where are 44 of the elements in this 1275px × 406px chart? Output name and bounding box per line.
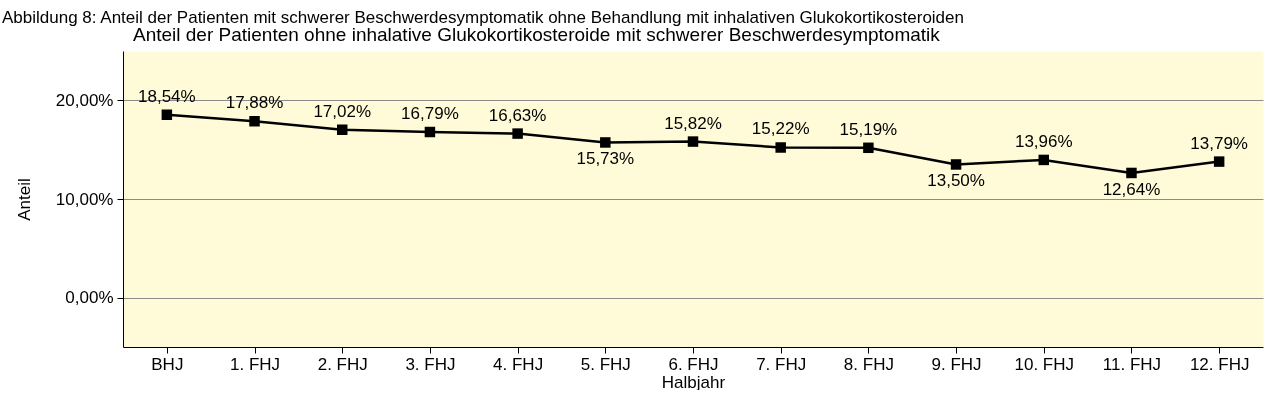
point [950,159,962,170]
x-tick-label: 10. FHJ [1014,354,1075,374]
x-tick-label: 7. FHJ [756,354,807,374]
data-label: 18,54% [138,86,196,106]
point [1213,156,1225,167]
point [161,109,173,120]
data-label: 17,02% [313,101,372,121]
x-tick-label: 4. FHJ [493,354,544,374]
data-label: 15,19% [839,119,898,139]
point [512,128,523,139]
x-tick-label: 5. FHJ [580,354,631,374]
data-label: 13,96% [1014,131,1073,151]
y-tick-label: 10,00% [55,189,114,209]
data-label: 15,73% [576,149,635,169]
point [687,136,699,147]
data-label: 16,63% [488,105,547,125]
data-label: 17,88% [225,93,284,113]
point [863,142,874,154]
data-label: 15,82% [664,113,722,133]
x-tick-label: 2. FHJ [317,354,368,374]
x-tick-label: BHJ [151,354,184,374]
point [424,126,436,138]
data-label: 13,79% [1190,133,1248,153]
point [775,142,786,153]
point [600,137,611,148]
text: Abbildung 8: Anteil der Patienten mit schwerer Beschwerdesymptomatik ohne Behandlung mit inhalativen Glukokortikosteroiden [2,7,964,27]
x-tick-label: 12. FHJ [1189,354,1250,374]
point [336,124,348,135]
y-tick-label: 0,00% [65,288,114,308]
point [1126,167,1137,179]
data-label: 15,22% [751,119,810,139]
x-tick-label: 11. FHJ [1102,354,1162,374]
y-tick-label: 20,00% [55,90,114,110]
x-tick-label: 1. FHJ [230,354,281,374]
x-tick-label: 6. FHJ [668,354,719,374]
data-label: 12,64% [1102,179,1161,199]
data-label: 13,50% [927,171,985,191]
data-label: 16,79% [401,104,459,124]
point [249,116,260,127]
x-tick-label: 8. FHJ [843,354,894,374]
x-tick-label: 3. FHJ [405,354,456,374]
x-tick-label: 9. FHJ [931,354,982,374]
y-axis-title: Anteil [14,178,34,221]
point [1038,154,1050,166]
